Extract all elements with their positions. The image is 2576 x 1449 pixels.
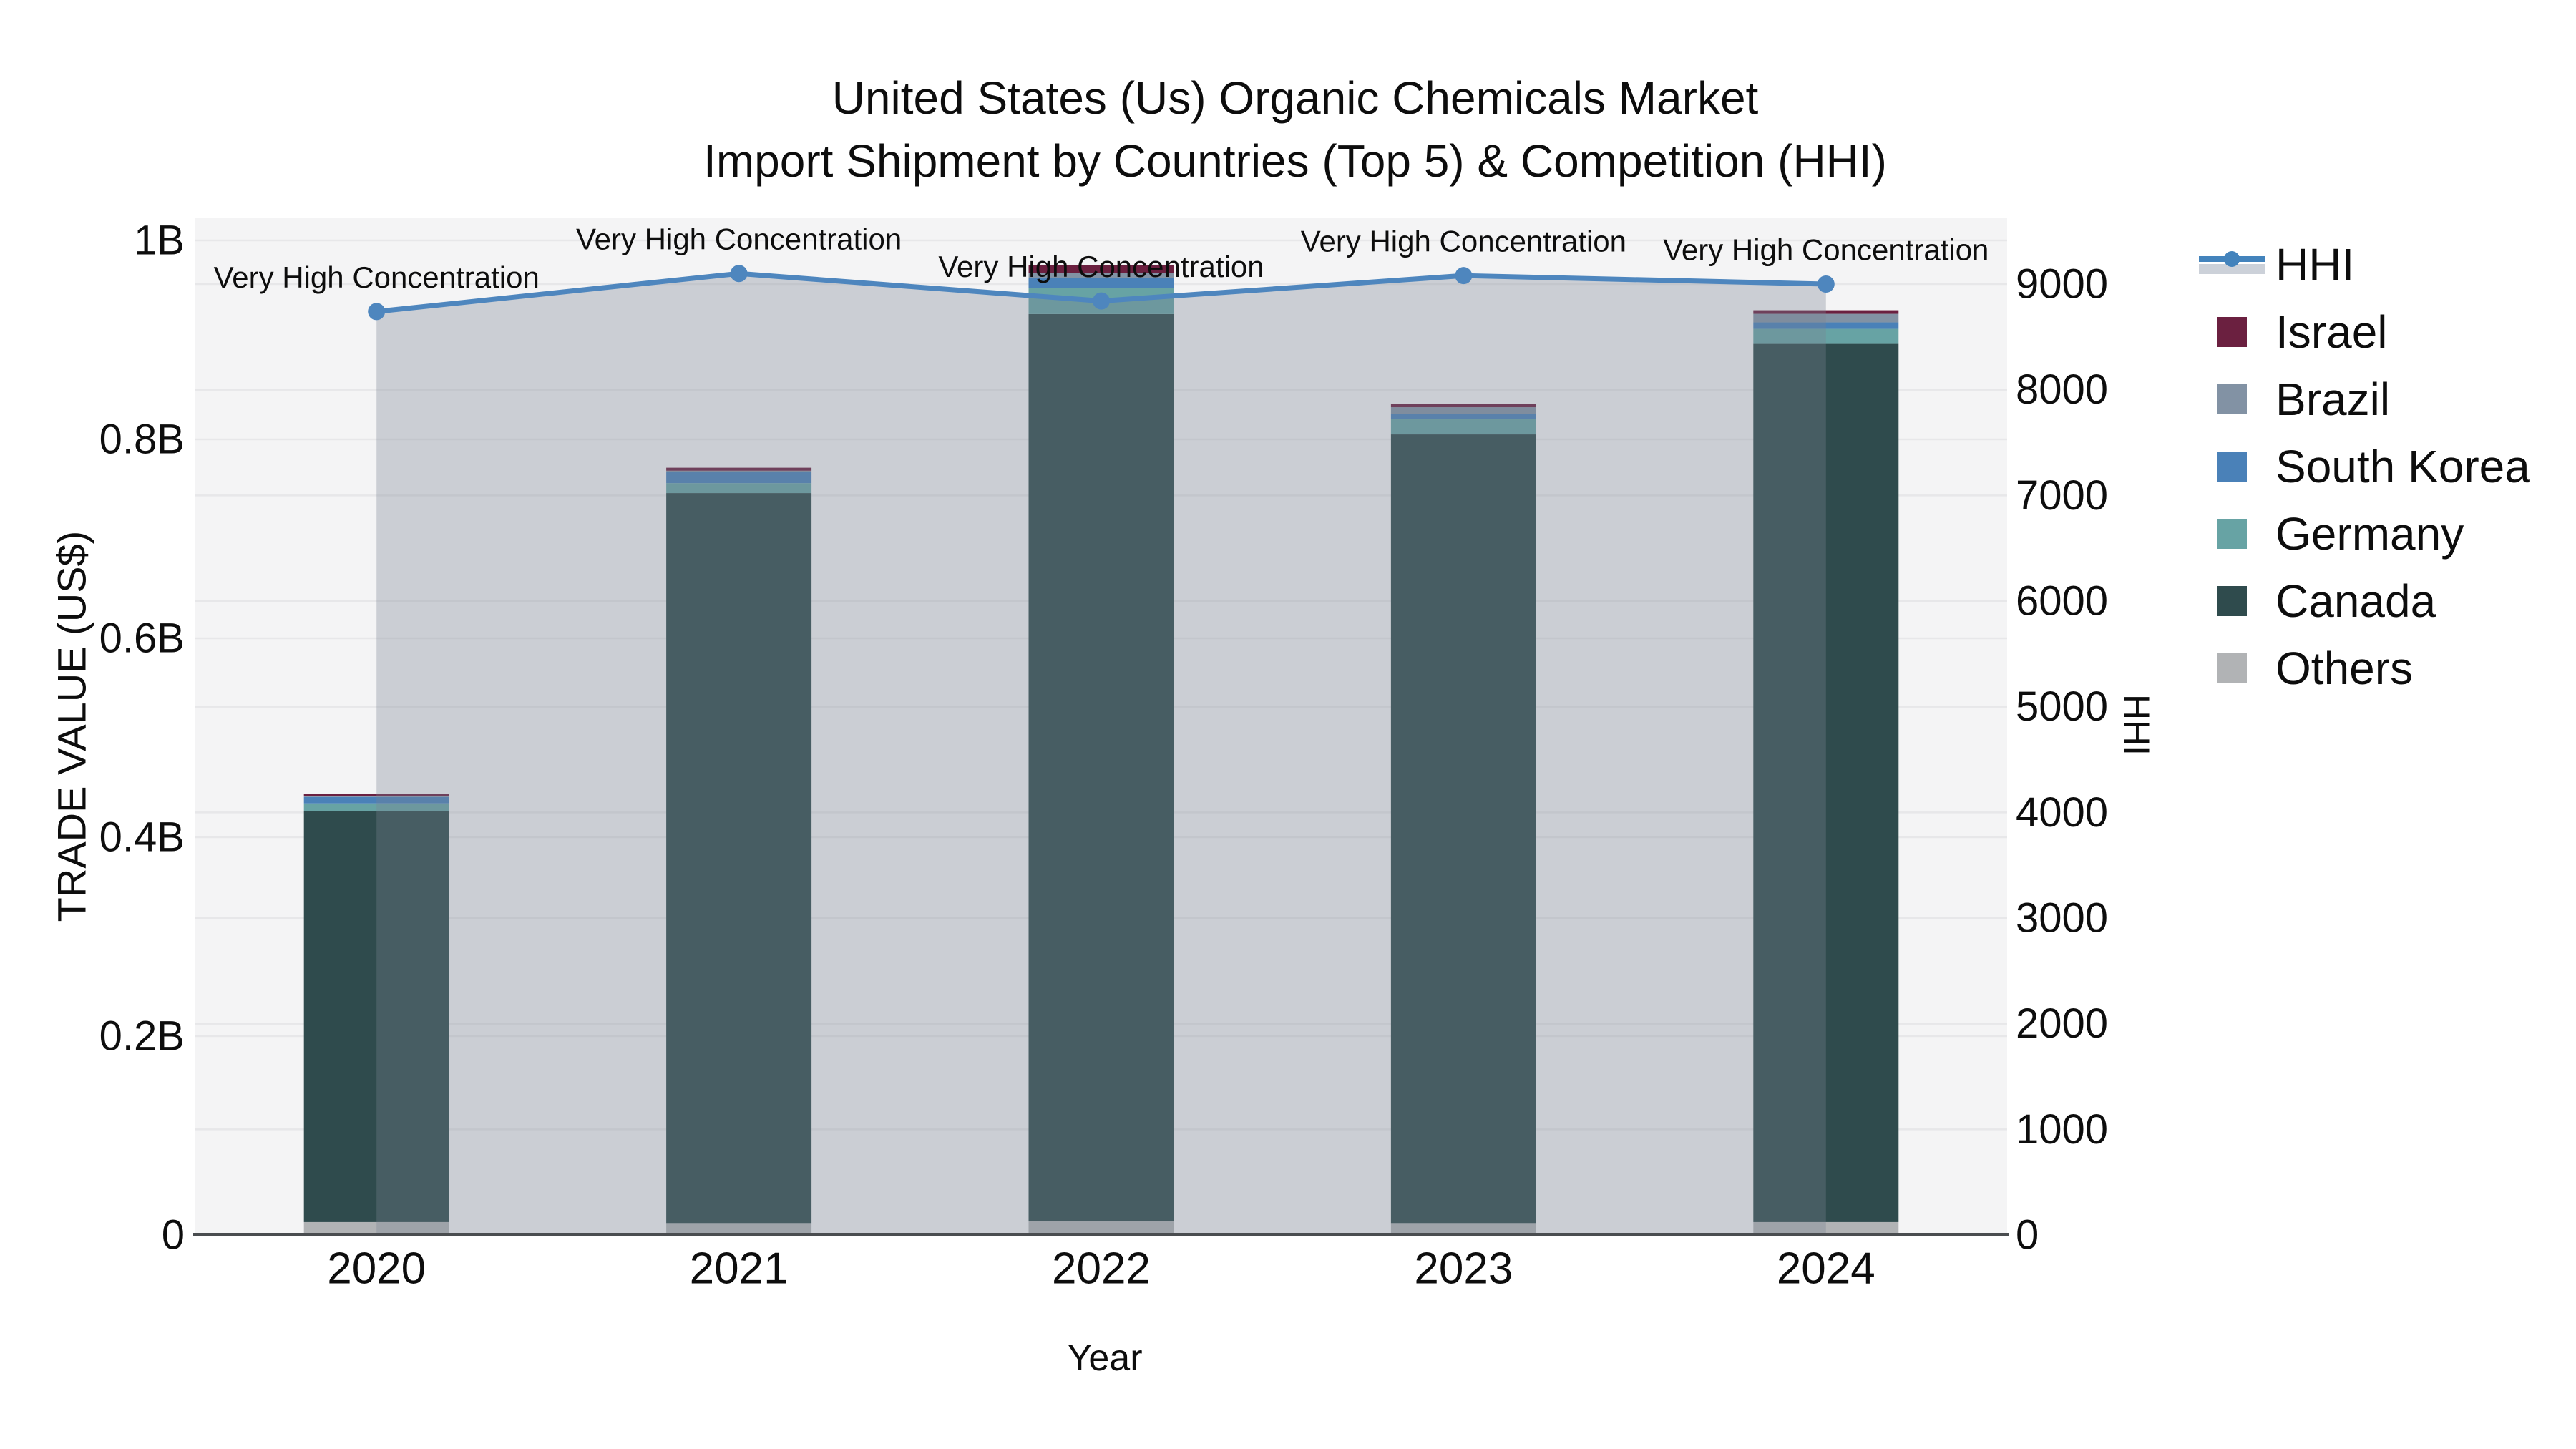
legend-label-germany: Germany (2275, 508, 2464, 560)
bar-segment-brazil-2022 (1028, 273, 1174, 278)
legend-item-israel: Israel (2217, 306, 2388, 358)
chart-title-line2: Import Shipment by Countries (Top 5) & C… (703, 135, 1887, 187)
legend-item-hhi: HHI (2199, 239, 2354, 291)
right-axis-tick-0: 0 (2016, 1212, 2039, 1259)
legend-swatch-germany (2217, 519, 2247, 549)
bar-segment-canada-2022 (1028, 313, 1174, 1221)
legend-swatch-south-korea (2217, 452, 2247, 482)
x-axis-tick-2021: 2021 (690, 1244, 789, 1294)
bar-segment-south-korea-2020 (303, 796, 449, 804)
bar-segment-brazil-2023 (1390, 407, 1536, 414)
bar-segment-others-2024 (1753, 1221, 1899, 1235)
bar-segment-canada-2023 (1390, 434, 1536, 1224)
legend-label-south-korea: South Korea (2275, 441, 2530, 492)
annotation-2021: Very High Concentration (576, 223, 902, 256)
left-axis-title: TRADE VALUE (US$) (49, 531, 94, 922)
left-axis-tick-0.2B: 0.2B (99, 1013, 185, 1060)
bar-segment-israel-2024 (1753, 310, 1899, 314)
x-axis-tick-2022: 2022 (1052, 1244, 1151, 1294)
legend-item-brazil: Brazil (2217, 374, 2390, 425)
bar-segment-others-2023 (1390, 1223, 1536, 1235)
hhi-marker-2023 (1455, 267, 1473, 285)
legend-swatch-israel (2217, 317, 2247, 347)
legend-label-canada: Canada (2275, 575, 2436, 627)
left-axis-tick-0.4B: 0.4B (99, 814, 185, 861)
legend-item-canada: Canada (2217, 575, 2436, 627)
axes-layer: 0 0.2B 0.4B 0.6B 0.8B 1B 0 1000 2000 3000 4000 5000… (99, 218, 2108, 1294)
x-axis-tick-2020: 2020 (327, 1244, 426, 1294)
annotation-2020: Very High Concentration (214, 260, 540, 294)
left-axis-tick-0.6B: 0.6B (99, 615, 185, 662)
legend-label-hhi: HHI (2275, 239, 2354, 291)
legend-hhi-marker-icon (2224, 251, 2240, 267)
hhi-marker-2024 (1817, 275, 1835, 293)
right-axis-tick-9000: 9000 (2016, 261, 2108, 308)
bar-segment-germany-2024 (1753, 328, 1899, 344)
left-axis-tick-1B: 1B (134, 218, 185, 264)
right-axis-tick-7000: 7000 (2016, 472, 2108, 519)
legend-swatch-others (2217, 653, 2247, 683)
x-axis-title: Year (1067, 1337, 1142, 1379)
bar-segment-south-korea-2023 (1390, 414, 1536, 419)
right-axis-tick-6000: 6000 (2016, 578, 2108, 625)
x-axis-tick-2023: 2023 (1414, 1244, 1513, 1294)
bar-segment-south-korea-2021 (666, 472, 812, 484)
annotation-2023: Very High Concentration (1301, 225, 1626, 258)
bar-segment-germany-2021 (666, 483, 812, 494)
bar-segment-brazil-2024 (1753, 313, 1899, 323)
right-axis-tick-8000: 8000 (2016, 366, 2108, 413)
bar-segment-others-2022 (1028, 1221, 1174, 1235)
right-axis-tick-1000: 1000 (2016, 1106, 2108, 1153)
legend-item-south-korea: South Korea (2217, 441, 2530, 492)
bar-segment-brazil-2020 (303, 796, 449, 797)
bar-segment-germany-2020 (303, 803, 449, 811)
bar-segment-brazil-2021 (666, 470, 812, 472)
bar-segment-israel-2020 (303, 794, 449, 796)
bar-segment-canada-2020 (303, 811, 449, 1222)
bar-segment-south-korea-2024 (1753, 322, 1899, 329)
right-axis-title: HHI (2117, 694, 2157, 756)
chart-title-line1: United States (Us) Organic Chemicals Mar… (832, 72, 1759, 124)
legend-label-brazil: Brazil (2275, 374, 2390, 425)
legend: HHI Israel Brazil South Korea Germany Canada O… (2199, 239, 2530, 694)
x-axis-tick-2024: 2024 (1777, 1244, 1875, 1294)
hhi-marker-2022 (1093, 292, 1110, 310)
hhi-area-fill (376, 273, 1826, 1235)
legend-swatch-brazil (2217, 384, 2247, 414)
legend-item-others: Others (2217, 643, 2413, 694)
bar-segment-canada-2024 (1753, 343, 1899, 1222)
bar-segment-israel-2021 (666, 467, 812, 471)
plot-area: Very High Concentration Very High Concent… (195, 218, 2007, 1235)
legend-label-others: Others (2275, 643, 2413, 694)
bar-segment-germany-2023 (1390, 419, 1536, 435)
bar-segment-israel-2023 (1390, 404, 1536, 408)
right-axis-tick-4000: 4000 (2016, 789, 2108, 836)
hhi-marker-2020 (368, 303, 386, 321)
legend-label-israel: Israel (2275, 306, 2388, 358)
bar-segment-others-2020 (303, 1221, 449, 1235)
legend-item-germany: Germany (2217, 508, 2464, 560)
annotation-2024: Very High Concentration (1663, 233, 1989, 267)
legend-swatch-canada (2217, 586, 2247, 616)
bar-segment-others-2021 (666, 1223, 812, 1235)
annotation-2022: Very High Concentration (938, 250, 1264, 283)
right-axis-tick-2000: 2000 (2016, 1000, 2108, 1047)
left-axis-tick-0.8B: 0.8B (99, 416, 185, 463)
bar-segment-south-korea-2022 (1028, 278, 1174, 288)
bar-segment-canada-2021 (666, 493, 812, 1224)
legend-hhi-area-swatch (2199, 264, 2265, 274)
hhi-marker-2021 (730, 265, 748, 283)
bar-segment-israel-2022 (1028, 265, 1174, 273)
right-axis-tick-3000: 3000 (2016, 895, 2108, 942)
left-axis-tick-0: 0 (162, 1212, 185, 1259)
right-axis-tick-5000: 5000 (2016, 683, 2108, 730)
